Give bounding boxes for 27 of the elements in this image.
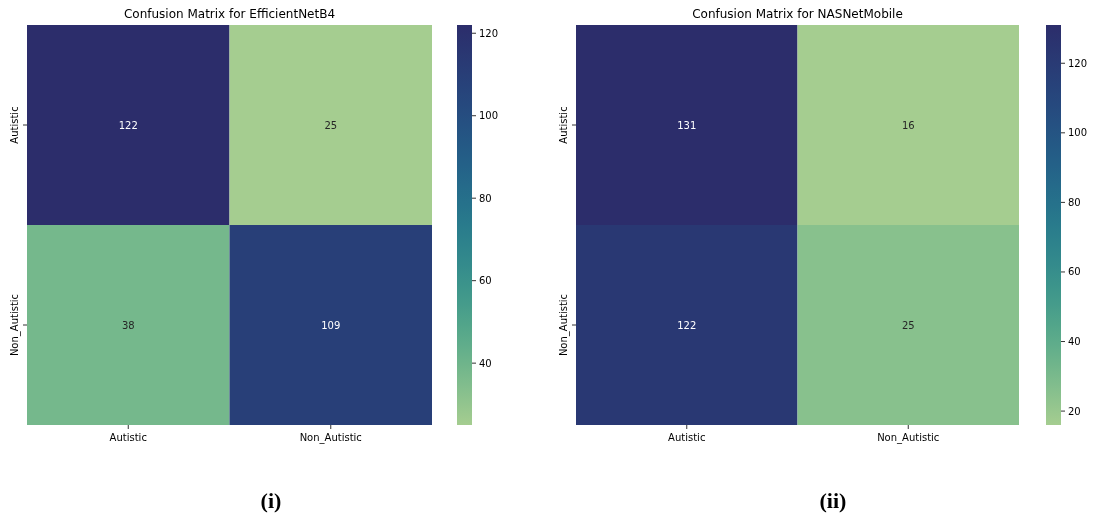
x-tick-label: Autistic [668, 432, 706, 443]
color-bar-label: 40 [1068, 336, 1081, 348]
text: (ii) [819, 488, 847, 513]
x-tick-label: Autistic [109, 432, 147, 443]
chart-title: Confusion Matrix for NASNetMobile [692, 7, 903, 21]
x-tick-label: Non_Autistic [877, 432, 940, 444]
x-tick-label: Non_Autistic [299, 432, 362, 444]
data-label: 122 [677, 319, 697, 331]
color-bar-label: 60 [479, 275, 492, 287]
color-bar-label: 120 [479, 27, 499, 39]
color-bar-label: 60 [1068, 266, 1081, 278]
text: (i) [260, 488, 282, 513]
data-label: 16 [901, 119, 915, 131]
color-bar-label: 40 [479, 357, 492, 369]
data-label: 25 [324, 119, 338, 131]
color-bar-label: 80 [1068, 196, 1081, 208]
color-bar-label: 100 [1068, 127, 1088, 139]
data-label: 109 [321, 319, 341, 331]
color-bar-label: 120 [1068, 57, 1088, 69]
data-label: 131 [677, 119, 697, 131]
color-bar-label: 20 [1068, 405, 1081, 417]
data-label: 38 [121, 319, 135, 331]
color-bar-label: 80 [479, 192, 492, 204]
chart-title: Confusion Matrix for EfficientNetB4 [123, 7, 336, 21]
data-label: 25 [901, 319, 915, 331]
color-bar-label: 100 [479, 110, 499, 122]
data-label: 122 [118, 119, 138, 131]
